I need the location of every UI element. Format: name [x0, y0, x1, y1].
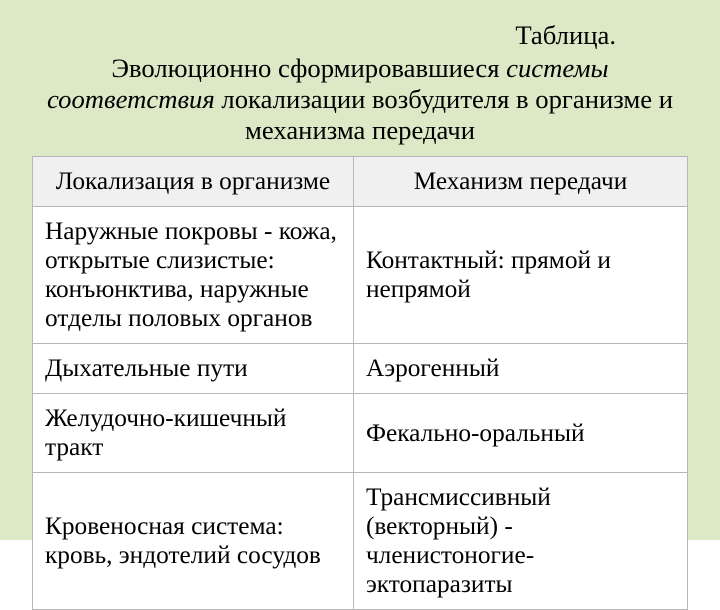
table-header-row: Локализация в организме Механизм передач… — [33, 157, 688, 207]
cell-localization: Кровеносная система: кровь, эндотелий со… — [33, 473, 354, 610]
header-cell-localization: Локализация в организме — [33, 157, 354, 207]
caption-post: локализации возбудителя в организме и ме… — [215, 84, 673, 145]
cell-mechanism: Аэрогенный — [353, 344, 687, 394]
table-row: Желудочно-кишечный тракт Фекально-оральн… — [33, 394, 688, 473]
table-row: Кровеносная система: кровь, эндотелий со… — [33, 473, 688, 610]
cell-mechanism: Трансмиссивный (векторный) - членистоног… — [353, 473, 687, 610]
cell-localization: Дыхательные пути — [33, 344, 354, 394]
caption-pre: Эволюционно сформировавшиеся — [111, 53, 506, 83]
table-row: Наружные покровы - кожа, открытые слизис… — [33, 207, 688, 344]
table-container: Локализация в организме Механизм передач… — [32, 156, 688, 610]
cell-localization: Наружные покровы - кожа, открытые слизис… — [33, 207, 354, 344]
table-caption: Таблица. Эволюционно сформировавшиеся си… — [32, 20, 688, 146]
cell-mechanism: Контактный: прямой и непрямой — [353, 207, 687, 344]
slide-background: Таблица. Эволюционно сформировавшиеся си… — [0, 0, 720, 540]
caption-text: Эволюционно сформировавшиеся системы соо… — [32, 53, 688, 146]
cell-localization: Желудочно-кишечный тракт — [33, 394, 354, 473]
table-row: Дыхательные пути Аэрогенный — [33, 344, 688, 394]
header-cell-mechanism: Механизм передачи — [353, 157, 687, 207]
cell-mechanism: Фекально-оральный — [353, 394, 687, 473]
data-table: Локализация в организме Механизм передач… — [32, 156, 688, 610]
table-body: Наружные покровы - кожа, открытые слизис… — [33, 207, 688, 610]
caption-label: Таблица. — [32, 20, 688, 51]
